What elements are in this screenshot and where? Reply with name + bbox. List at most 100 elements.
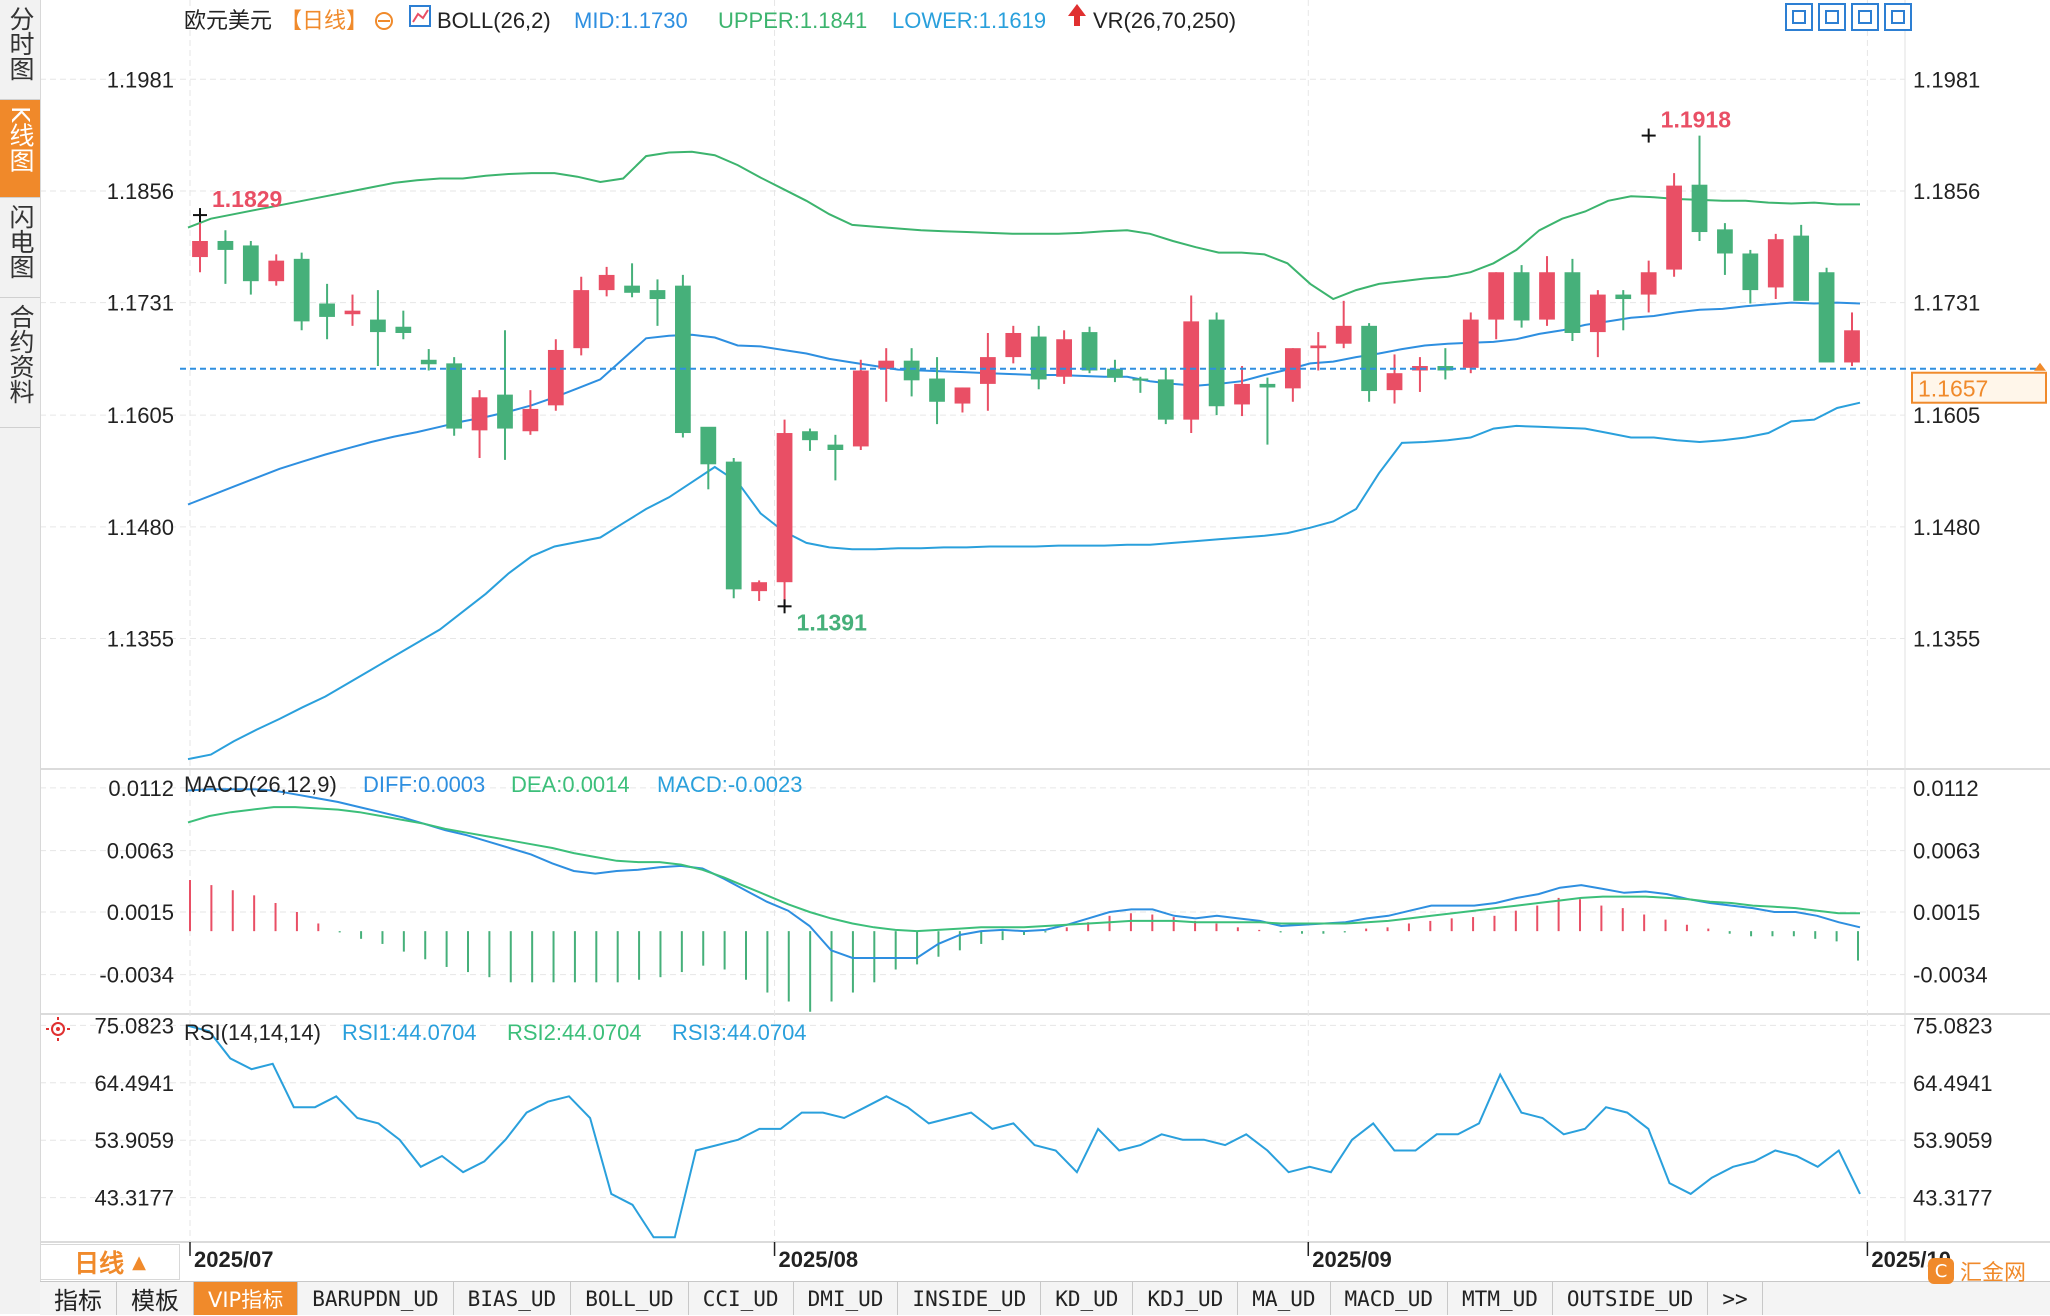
candle xyxy=(217,230,234,284)
candle-body xyxy=(598,274,615,291)
candle-body xyxy=(395,326,412,333)
tab-barupdn-ud[interactable]: BARUPDN_UD xyxy=(298,1282,454,1315)
playback-tool-icon[interactable] xyxy=(1851,3,1879,31)
candle-body xyxy=(1157,379,1174,420)
boll-upper-line xyxy=(187,150,1860,301)
tab-lightning[interactable]: 闪电图 xyxy=(0,198,40,298)
candle-body xyxy=(1056,339,1073,377)
crosshair-tool-icon[interactable] xyxy=(1785,3,1813,31)
tab-kdj-ud[interactable]: KDJ_UD xyxy=(1133,1282,1239,1315)
candle xyxy=(827,434,844,481)
rsi-y-tick-right: 75.0823 xyxy=(1913,1013,1993,1038)
tab-boll-ud[interactable]: BOLL_UD xyxy=(571,1282,689,1315)
candle-body xyxy=(1793,235,1810,301)
candle xyxy=(1767,233,1784,300)
rsi2-value: RSI2:44.0704 xyxy=(507,1020,642,1045)
macd-y-tick-left: 0.0112 xyxy=(108,776,174,801)
tab-contract-info[interactable]: 合约资料 xyxy=(0,298,40,428)
tab-ma-ud[interactable]: MA_UD xyxy=(1238,1282,1331,1315)
candle xyxy=(192,223,208,273)
more-tabs-button[interactable]: >> xyxy=(1708,1282,1763,1315)
price-y-tick-left: 1.1605 xyxy=(107,403,174,428)
extreme-label: 1.1391 xyxy=(797,609,868,635)
candle xyxy=(319,283,335,340)
candle xyxy=(1844,312,1860,367)
candle xyxy=(1666,173,1682,277)
macd-dea-line xyxy=(187,806,1860,933)
candle xyxy=(1462,312,1479,374)
export-tool-icon[interactable] xyxy=(1884,3,1912,31)
candle-body xyxy=(776,433,793,583)
tab-macd-ud[interactable]: MACD_UD xyxy=(1331,1282,1449,1315)
candle-body xyxy=(522,408,539,432)
rsi-y-tick-right: 53.9059 xyxy=(1913,1128,1993,1153)
candle-body xyxy=(1513,272,1530,321)
candle xyxy=(395,310,412,340)
candle xyxy=(700,426,717,490)
boll-chart-icon[interactable] xyxy=(409,5,431,27)
layout-tool-icon[interactable] xyxy=(1818,3,1846,31)
candle xyxy=(1615,290,1632,331)
logo-text: 汇金网 xyxy=(1960,1261,2027,1286)
candle xyxy=(1539,256,1555,326)
boll-mid-line xyxy=(187,301,1861,506)
tab-indicators[interactable]: 指标 xyxy=(40,1282,117,1315)
candle xyxy=(1310,332,1327,371)
triangle-up-icon: ▲ xyxy=(132,1251,146,1273)
candle xyxy=(1335,300,1352,349)
candle-body xyxy=(370,319,386,333)
tab-bias-ud[interactable]: BIAS_UD xyxy=(454,1282,572,1315)
tab-kd-ud[interactable]: KD_UD xyxy=(1041,1282,1134,1315)
candle-body xyxy=(497,394,513,429)
tab-time-sharing[interactable]: 分时图 xyxy=(0,0,40,100)
candle-body xyxy=(1691,184,1708,233)
current-price-arrow-icon xyxy=(2034,362,2046,371)
candle-body xyxy=(1386,373,1403,391)
period-label: 【日线】 xyxy=(280,9,368,34)
sun-settings-icon[interactable] xyxy=(46,1017,70,1041)
tab-templates[interactable]: 模板 xyxy=(117,1282,194,1315)
tab-mtm-ud[interactable]: MTM_UD xyxy=(1448,1282,1553,1315)
rsi-y-tick-left: 64.4941 xyxy=(94,1071,174,1096)
extreme-label: 1.1918 xyxy=(1661,107,1732,133)
tab-kline-label: K线图 xyxy=(6,106,35,173)
candle xyxy=(649,279,666,326)
candle-body xyxy=(1259,383,1276,388)
candle-body xyxy=(420,359,437,365)
candle xyxy=(293,252,310,331)
candle xyxy=(776,419,793,605)
tab-inside-ud[interactable]: INSIDE_UD xyxy=(898,1282,1042,1315)
tab-kline[interactable]: K线图 xyxy=(0,100,40,198)
price-y-tick-right: 1.1981 xyxy=(1913,67,1980,92)
candle-body xyxy=(319,303,335,317)
price-y-tick-left: 1.1856 xyxy=(107,179,174,204)
candle xyxy=(1818,267,1835,363)
candle-body xyxy=(1640,272,1657,295)
tab-dmi-ud[interactable]: DMI_UD xyxy=(794,1282,899,1315)
candle-body xyxy=(1310,345,1327,349)
period-selector[interactable]: 日线 ▲ xyxy=(40,1244,180,1280)
tab-cci-ud[interactable]: CCI_UD xyxy=(689,1282,794,1315)
current-price-label: 1.1657 xyxy=(1918,376,1988,402)
candle xyxy=(471,390,488,459)
candle xyxy=(1132,376,1149,393)
candle-body xyxy=(954,387,971,404)
candle xyxy=(446,357,463,436)
candle xyxy=(675,274,691,438)
candle xyxy=(497,330,513,460)
price-y-tick-right: 1.1731 xyxy=(1913,291,1980,316)
candle xyxy=(1208,312,1225,416)
candle xyxy=(1107,359,1123,383)
settings-icon[interactable] xyxy=(375,12,393,30)
tab-outside-ud[interactable]: OUTSIDE_UD xyxy=(1553,1282,1709,1315)
tab-lightning-label: 闪电图 xyxy=(6,204,35,279)
extreme-label: 1.1829 xyxy=(212,186,282,212)
candle-body xyxy=(1844,330,1860,363)
boll-lower-line xyxy=(187,401,1861,761)
vr-up-arrow-icon[interactable] xyxy=(1068,4,1086,26)
candle xyxy=(1361,323,1377,402)
tab-vip-indicators[interactable]: VIP指标 xyxy=(194,1282,299,1315)
price-y-tick-left: 1.1981 xyxy=(107,67,174,92)
